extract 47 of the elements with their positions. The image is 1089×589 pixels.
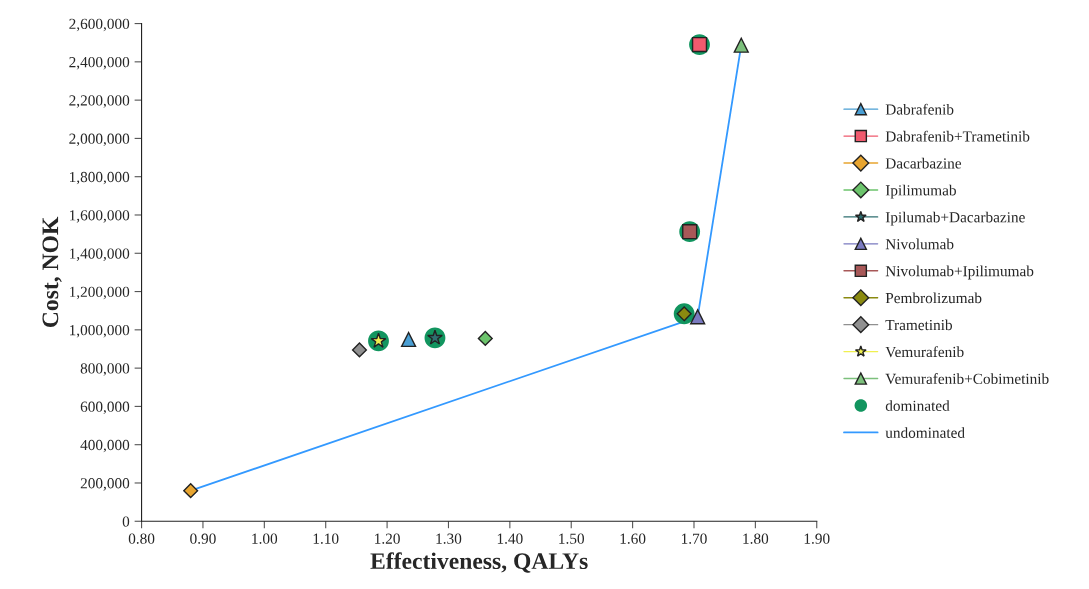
y-tick-label: 2,000,000 [69, 133, 130, 147]
y-tick-label: 1,200,000 [70, 286, 130, 300]
x-tick-label: 1.30 [436, 533, 462, 544]
y-tick-label: 400,000 [80, 439, 130, 453]
x-tick-label: 1.20 [375, 533, 400, 544]
x-tick-label: 1.40 [497, 533, 523, 544]
y-tick-label: 1,600,000 [70, 210, 130, 223]
legend-label: Nivolumab [885, 238, 954, 250]
legend-label: Dabrafenib [885, 103, 954, 115]
legend-label: Dacarbazine [885, 157, 962, 169]
legend-label: Nivolumab+Ipilimumab [885, 265, 1034, 280]
x-tick-label: 1.60 [620, 533, 646, 544]
legend-label: Dabrafenib+Trametinib [885, 130, 1030, 142]
y-tick-label: 1,400,000 [70, 248, 130, 261]
point [400, 331, 417, 348]
point [351, 342, 368, 358]
x-tick-label: 0.90 [190, 533, 216, 544]
y-tick-label: 0 [122, 516, 130, 527]
x-tick-label: 1.90 [804, 533, 830, 544]
y-tick-label: 1,000,000 [70, 324, 130, 338]
x-tick-label: 0.80 [128, 533, 155, 544]
y-tick-label: 800,000 [80, 363, 130, 376]
y-tick-label: 600,000 [80, 401, 130, 415]
x-tick-label: 1.70 [681, 533, 707, 544]
point [477, 330, 493, 347]
y-axis-title: Cost, NOK [42, 216, 62, 328]
x-tick-label: 1.80 [743, 533, 769, 544]
legend-label: dominated [885, 400, 950, 411]
legend-label: Ipilimumab [885, 184, 956, 199]
point [733, 37, 749, 53]
legend-label: Ipilumab+Dacarbazine [885, 211, 1025, 226]
legend-label: Vemurafenib [885, 346, 964, 358]
point [690, 309, 706, 325]
x-tick-label: 1.00 [252, 533, 278, 544]
y-tick-label: 1,800,000 [70, 171, 130, 185]
legend-label: Trametinib [885, 319, 953, 331]
y-tick-label: 200,000 [80, 478, 130, 491]
x-tick-label: 1.10 [313, 533, 339, 544]
y-tick-label: 2,200,000 [69, 95, 130, 108]
y-tick-label: 2,400,000 [69, 56, 130, 70]
x-tick-label: 1.50 [559, 533, 585, 544]
legend-label: Vemurafenib+Cobimetinib [885, 373, 1049, 385]
x-axis-title: Effectiveness, QALYs [370, 552, 588, 573]
legend-label: Pembrolizumab [885, 292, 982, 304]
legend-label: undominated [885, 427, 965, 438]
point [183, 483, 199, 499]
y-tick-label: 2,600,000 [69, 18, 130, 32]
